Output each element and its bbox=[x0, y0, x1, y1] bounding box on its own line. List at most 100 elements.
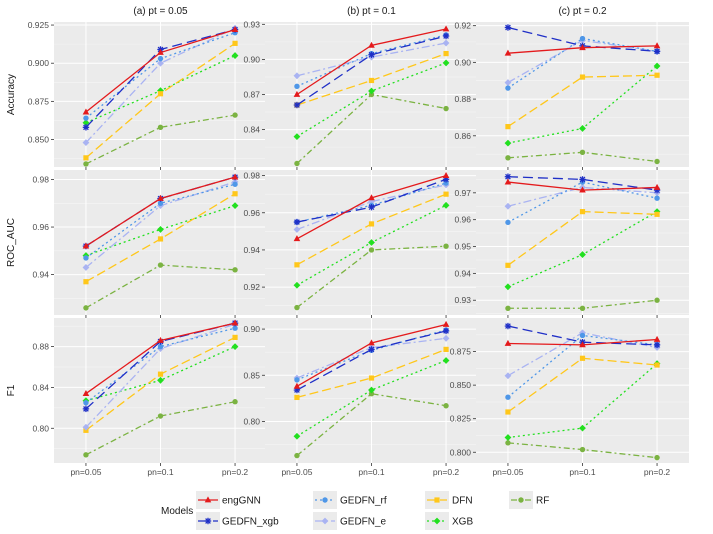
data-point bbox=[294, 262, 300, 268]
data-point bbox=[654, 454, 660, 461]
data-point bbox=[579, 332, 586, 339]
data-point bbox=[294, 160, 300, 167]
data-point bbox=[368, 346, 375, 353]
data-point bbox=[157, 48, 164, 55]
data-point bbox=[443, 105, 449, 112]
data-point bbox=[157, 200, 164, 206]
legend-title: Models bbox=[161, 506, 193, 517]
data-point bbox=[157, 343, 164, 350]
series-xgb bbox=[293, 357, 450, 440]
data-point bbox=[293, 90, 301, 97]
data-point bbox=[579, 424, 586, 432]
data-point bbox=[442, 357, 450, 364]
legend-item-gedfn-e: GEDFN_e bbox=[313, 512, 387, 530]
data-point bbox=[157, 59, 164, 67]
data-point bbox=[504, 79, 512, 86]
legend-item-gedfn-xgb: GEDFN_xgb bbox=[196, 512, 279, 530]
y-tick-label: 0.96 bbox=[32, 222, 49, 232]
y-tick-label: 0.95 bbox=[454, 242, 471, 252]
data-point bbox=[579, 74, 586, 80]
data-point bbox=[157, 226, 164, 233]
data-point bbox=[232, 112, 238, 118]
data-point bbox=[579, 341, 586, 348]
data-point bbox=[293, 235, 301, 242]
data-point bbox=[294, 452, 300, 459]
data-point bbox=[82, 423, 90, 431]
series-enggnn bbox=[82, 26, 239, 115]
data-point bbox=[157, 336, 164, 343]
data-point bbox=[505, 305, 511, 311]
data-point bbox=[505, 262, 511, 268]
y-tick-label: 0.85 bbox=[243, 370, 260, 380]
data-point bbox=[293, 382, 301, 389]
legend-marker bbox=[434, 497, 440, 503]
legend-label: GEDFN_rf bbox=[340, 496, 387, 507]
y-tick-label: 0.800 bbox=[450, 447, 472, 457]
y-tick-label: 0.80 bbox=[32, 423, 49, 433]
series-rf bbox=[294, 243, 449, 311]
series-line bbox=[296, 393, 447, 457]
data-point bbox=[654, 297, 660, 303]
data-point bbox=[504, 139, 512, 147]
series-line bbox=[507, 74, 658, 128]
data-point bbox=[82, 124, 90, 131]
data-point bbox=[443, 180, 449, 186]
series-dfn bbox=[294, 191, 449, 268]
y-axis-title-f1: F1 bbox=[6, 384, 17, 396]
series-dfn bbox=[83, 40, 238, 161]
data-point bbox=[293, 101, 301, 109]
facet-title-1: (a) pt = 0.05 bbox=[133, 6, 188, 17]
data-point bbox=[579, 446, 586, 453]
series-rf bbox=[505, 149, 660, 165]
series-enggnn bbox=[504, 42, 661, 56]
y-tick-label: 0.88 bbox=[32, 342, 49, 352]
series-line bbox=[85, 345, 236, 402]
data-point bbox=[83, 400, 89, 406]
data-point bbox=[82, 264, 90, 271]
series-rf bbox=[505, 297, 660, 311]
data-point bbox=[231, 319, 239, 326]
data-point bbox=[653, 62, 661, 70]
legend-label: DFN bbox=[452, 496, 473, 507]
data-point bbox=[83, 279, 89, 285]
data-point bbox=[443, 50, 449, 57]
series-gedfn-xgb bbox=[293, 176, 450, 226]
data-point bbox=[505, 219, 511, 226]
data-point bbox=[157, 262, 164, 268]
data-point bbox=[653, 335, 661, 342]
data-point bbox=[82, 242, 90, 249]
data-point bbox=[157, 55, 164, 62]
series-xgb bbox=[82, 52, 239, 127]
data-point bbox=[443, 346, 449, 353]
data-point bbox=[232, 399, 238, 405]
data-point bbox=[579, 305, 586, 311]
x-tick-label: pn=0.1 bbox=[569, 467, 596, 477]
data-point bbox=[293, 432, 301, 440]
data-point bbox=[579, 35, 586, 42]
data-point bbox=[157, 91, 164, 97]
data-point bbox=[505, 85, 511, 91]
y-tick-label: 0.98 bbox=[32, 175, 49, 185]
data-point bbox=[579, 176, 586, 183]
data-point bbox=[368, 247, 375, 253]
data-point bbox=[368, 339, 375, 346]
data-point bbox=[442, 171, 450, 178]
series-line bbox=[296, 184, 447, 231]
series-gedfn-xgb bbox=[293, 32, 450, 109]
data-point bbox=[232, 181, 238, 187]
series-dfn bbox=[505, 209, 660, 268]
legend-marker bbox=[204, 517, 212, 525]
data-point bbox=[504, 283, 512, 291]
data-point bbox=[293, 72, 301, 80]
series-rf bbox=[83, 112, 238, 167]
y-axis-title-accuracy: Accuracy bbox=[6, 74, 17, 115]
legend-item-rf: RF bbox=[509, 491, 549, 509]
y-tick-label: 0.84 bbox=[32, 382, 49, 392]
data-point bbox=[504, 372, 512, 380]
y-tick-label: 0.875 bbox=[28, 96, 50, 106]
data-point bbox=[368, 198, 375, 206]
